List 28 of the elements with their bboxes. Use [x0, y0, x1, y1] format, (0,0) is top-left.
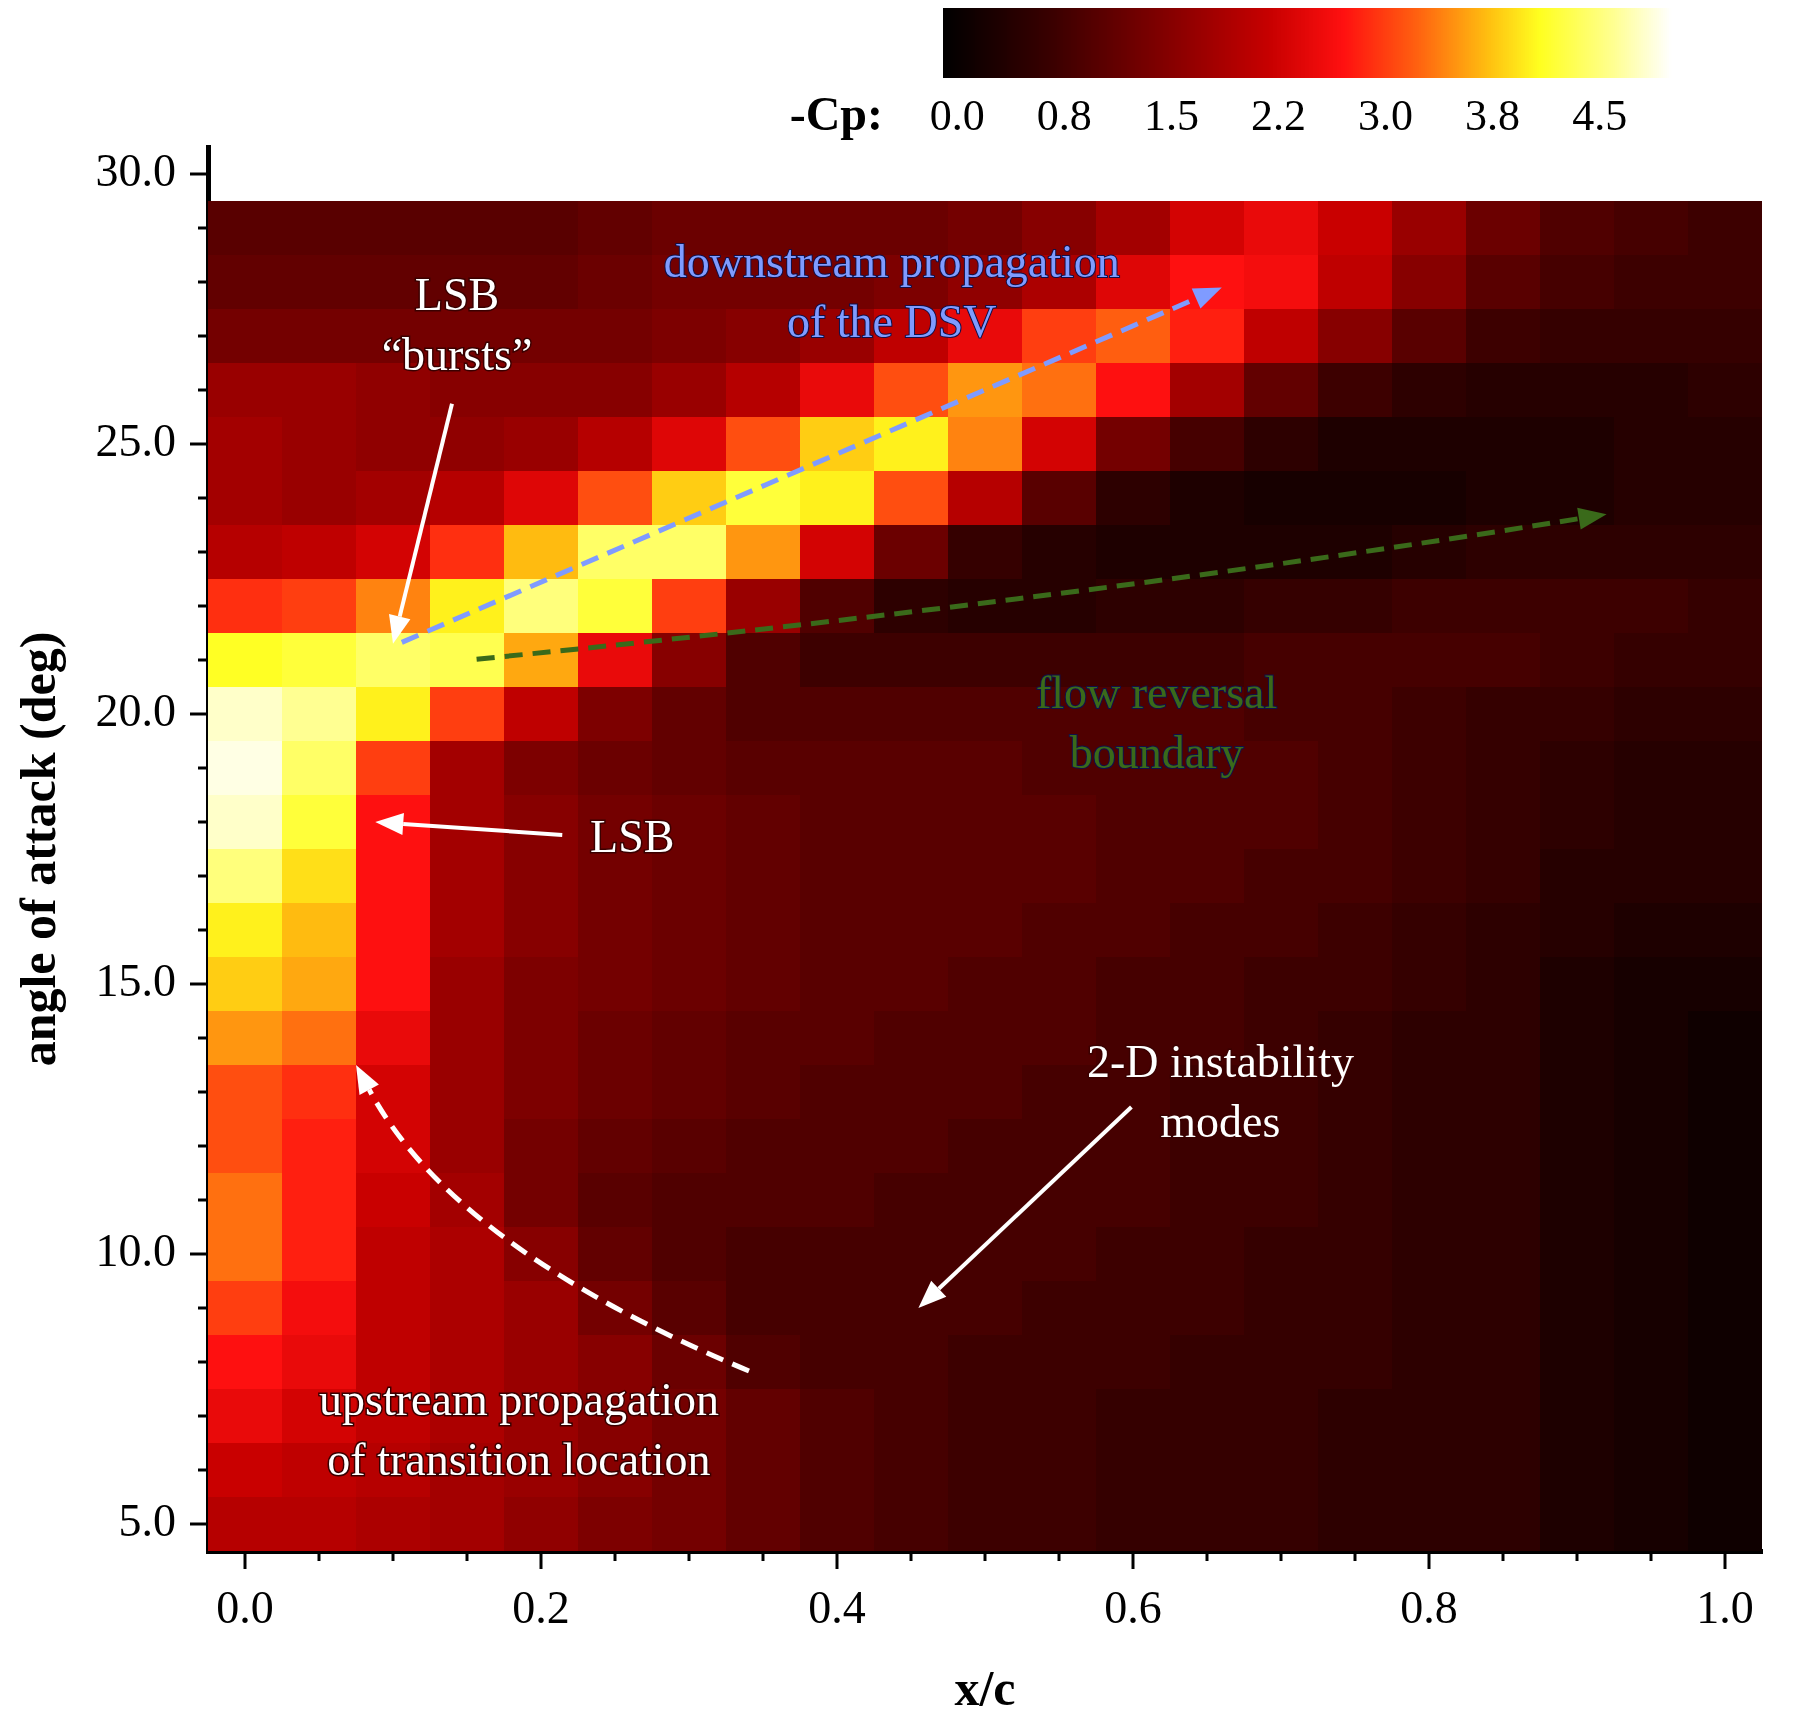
y-tick-label: 10.0 [95, 1225, 176, 1277]
y-tick-label: 25.0 [95, 415, 176, 467]
x-tick-label: 0.2 [512, 1581, 570, 1633]
x-tick-label: 0.6 [1104, 1581, 1162, 1633]
color-bar-label: 3.8 [1465, 90, 1521, 140]
y-tick-label: 5.0 [118, 1495, 176, 1547]
y-tick-label: 15.0 [95, 955, 176, 1007]
color-bar-label: 0.8 [1036, 90, 1092, 140]
color-bar-title: -Cp: [789, 87, 883, 141]
annotation: LSB “bursts” [381, 268, 533, 380]
color-bar-label: 4.5 [1572, 90, 1628, 140]
annotation: upstream propagation of transition location [319, 1373, 719, 1485]
x-tick-label: 1.0 [1696, 1581, 1754, 1633]
annotation: 2-D instability modes [1086, 1035, 1354, 1147]
x-axis-title: x/c [954, 1659, 1016, 1716]
color-bar-label: 0.0 [929, 90, 985, 140]
color-bar-label: 2.2 [1250, 90, 1306, 140]
annotation: downstream propagation of the DSV [663, 235, 1120, 347]
x-tick-label: 0.4 [808, 1581, 866, 1633]
y-axis-title: angle of attack (deg) [9, 631, 66, 1067]
color-bar-label: 3.0 [1358, 90, 1414, 140]
color-bar-label: 1.5 [1143, 90, 1199, 140]
y-tick-label: 20.0 [95, 685, 176, 737]
annotation: flow reversal boundary [1035, 666, 1278, 778]
x-tick-label: 0.8 [1400, 1581, 1458, 1633]
y-tick-label: 30.0 [95, 145, 176, 197]
x-tick-label: 0.0 [216, 1581, 274, 1633]
annotation: LSB [590, 810, 675, 862]
